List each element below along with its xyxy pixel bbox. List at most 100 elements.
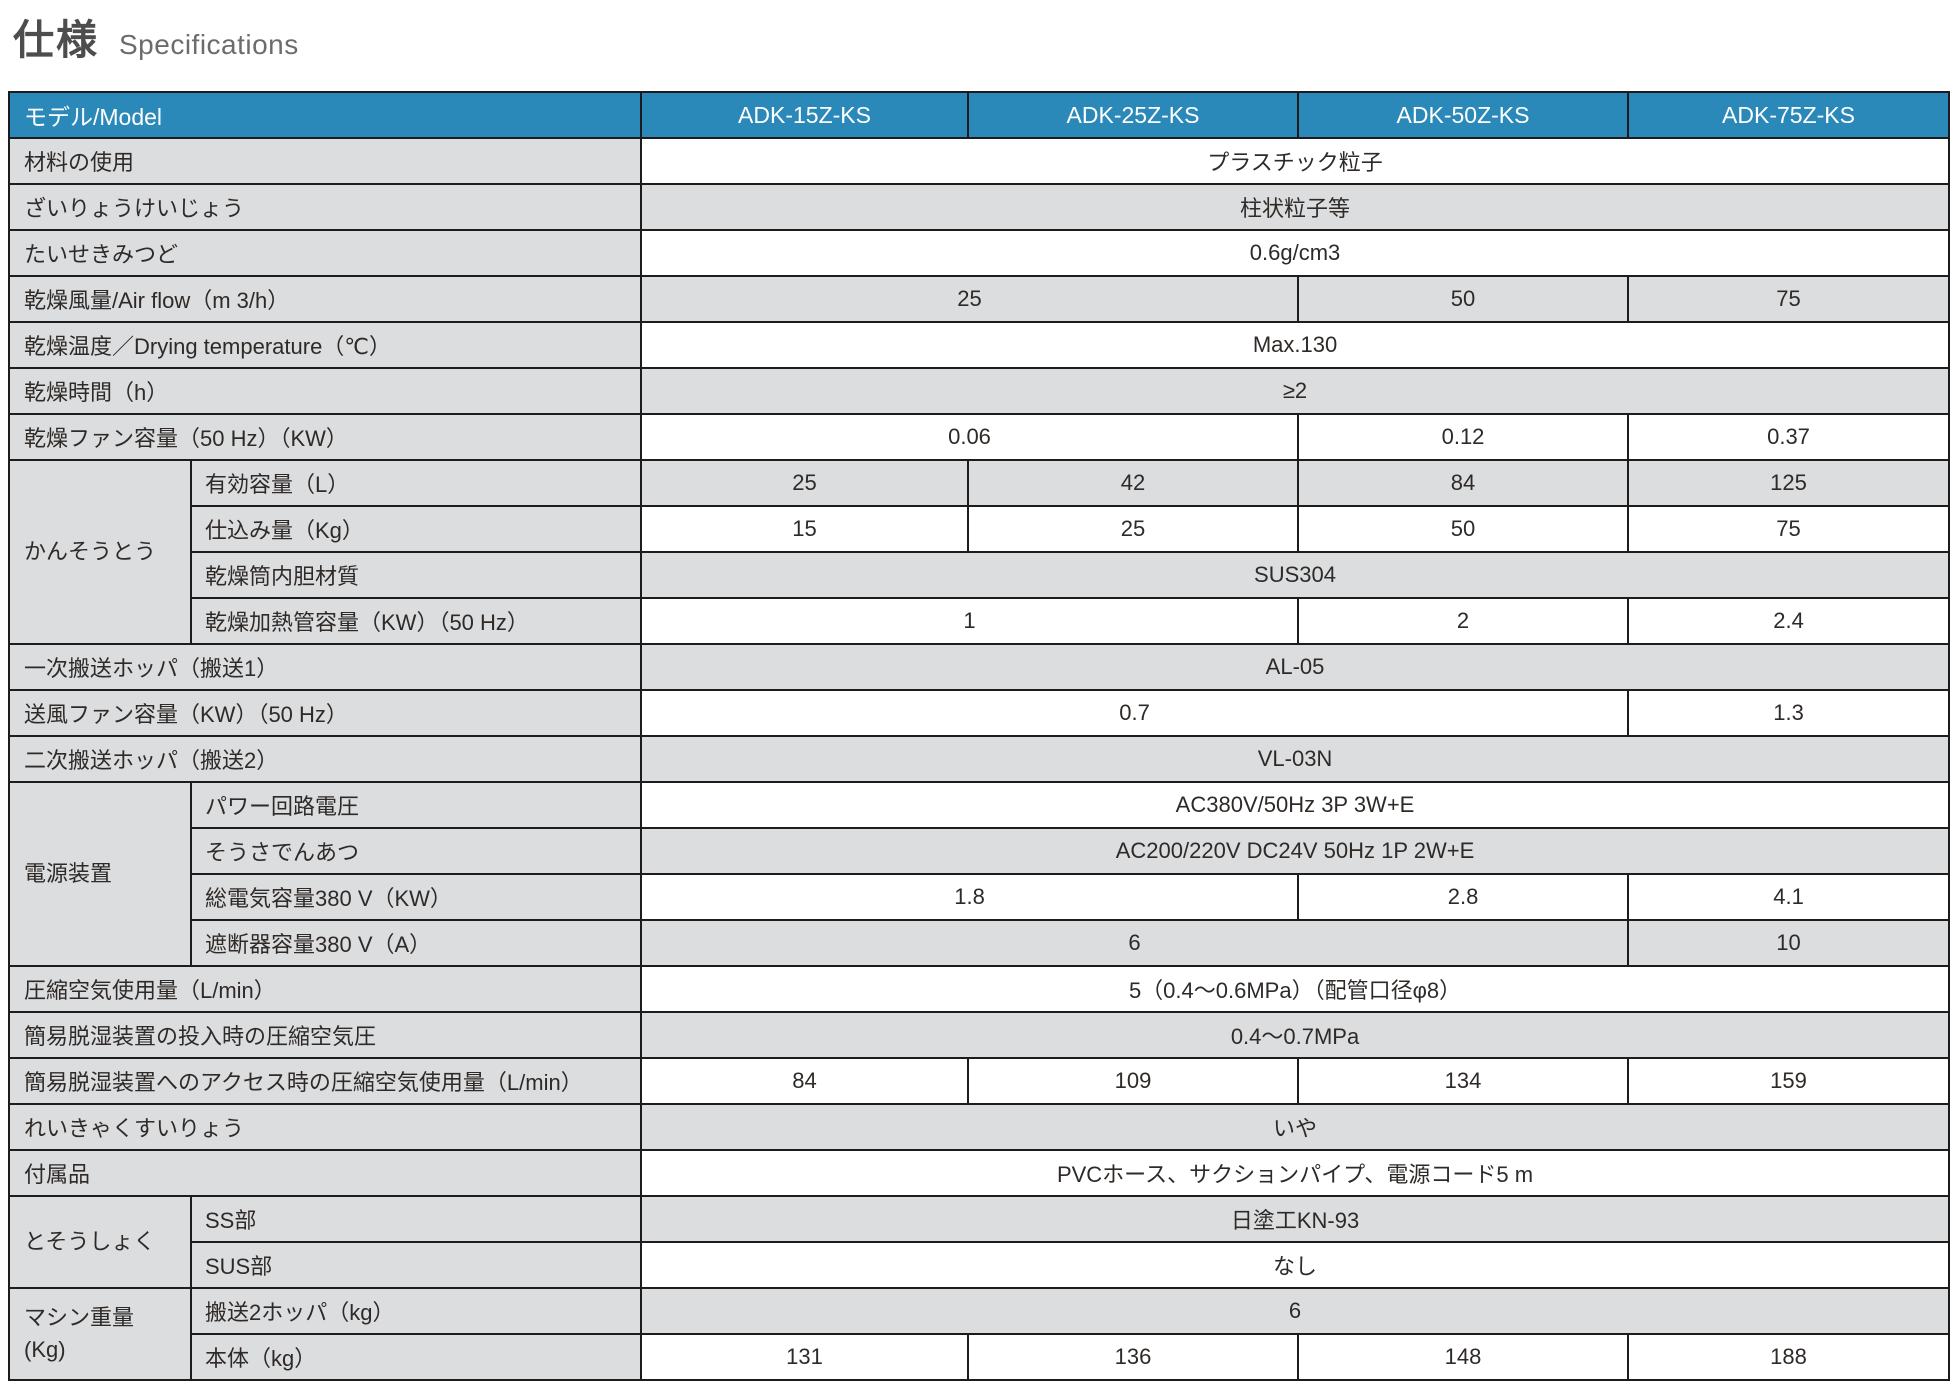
- group-label: マシン重量 (Kg): [8, 1287, 192, 1381]
- value-cell: 75: [1627, 505, 1951, 553]
- group-label: 電源装置: [8, 781, 192, 967]
- table-row: 乾燥時間（h） ≥2: [7, 367, 1951, 415]
- table-row: かんそうとう 有効容量（L） 25 42 84 125: [8, 459, 1951, 645]
- row-label: 乾燥ファン容量（50 Hz）（KW）: [7, 413, 643, 461]
- sub-label: そうさでんあつ: [189, 827, 643, 875]
- row-label: 乾燥風量/Air flow（m 3/h）: [7, 275, 643, 323]
- table-row: 簡易脱湿装置へのアクセス時の圧縮空気使用量（L/min） 84 109 134 159: [7, 1057, 1951, 1105]
- table-row: マシン重量 (Kg) 搬送2ホッパ（kg） 6: [8, 1287, 1951, 1381]
- table-row: たいせきみつど 0.6g/cm3: [7, 229, 1951, 277]
- specifications-table: モデル/Model ADK-15Z-KS ADK-25Z-KS ADK-50Z-KS…: [7, 91, 1951, 1381]
- row-label: 乾燥温度／Drying temperature（℃）: [7, 321, 643, 369]
- table-row: 付属品 PVCホース、サクションパイプ、電源コード5 m: [7, 1149, 1951, 1197]
- value-cell: 84: [1297, 459, 1630, 507]
- row-label: 簡易脱湿装置の投入時の圧縮空気圧: [7, 1011, 643, 1059]
- sub-label: パワー回路電圧: [189, 781, 643, 829]
- row-label: 乾燥時間（h）: [7, 367, 643, 415]
- value-cell: なし: [640, 1241, 1951, 1289]
- table-row: 乾燥ファン容量（50 Hz）（KW） 0.06 0.12 0.37: [7, 413, 1951, 461]
- value-cell: 2.8: [1297, 873, 1630, 921]
- table-row: とそうしょく SS部 日塗工KN-93: [8, 1195, 1951, 1289]
- sub-label: 本体（kg）: [189, 1333, 643, 1381]
- value-cell: 2.4: [1627, 597, 1951, 645]
- value-cell: 131: [640, 1333, 970, 1381]
- model-header: ADK-15Z-KS: [640, 91, 970, 139]
- value-cell: いや: [640, 1103, 1951, 1151]
- table-row: 乾燥筒内胆材質 SUS304: [9, 551, 1951, 599]
- value-cell: 6: [640, 1287, 1951, 1335]
- table-row: 乾燥加熱管容量（KW）（50 Hz） 1 2 2.4: [9, 597, 1951, 645]
- row-label: 送風ファン容量（KW）（50 Hz）: [7, 689, 643, 737]
- page-title: 仕様 Specifications: [13, 6, 299, 66]
- value-cell: 75: [1627, 275, 1951, 323]
- table-row: 仕込み量（Kg） 15 25 50 75: [9, 505, 1951, 553]
- sub-label: 総電気容量380 V（KW）: [189, 873, 643, 921]
- value-cell: 5（0.4〜0.6MPa）（配管口径φ8）: [640, 965, 1951, 1013]
- table-row: 簡易脱湿装置の投入時の圧縮空気圧 0.4〜0.7MPa: [7, 1011, 1951, 1059]
- value-cell: 125: [1627, 459, 1951, 507]
- sub-label: 搬送2ホッパ（kg）: [189, 1287, 643, 1335]
- value-cell: 188: [1627, 1333, 1951, 1381]
- value-cell: 6: [640, 919, 1630, 967]
- value-cell: AC200/220V DC24V 50Hz 1P 2W+E: [640, 827, 1951, 875]
- row-label: 一次搬送ホッパ（搬送1）: [7, 643, 643, 691]
- value-cell: 136: [967, 1333, 1300, 1381]
- value-cell: 159: [1627, 1057, 1951, 1105]
- table-row: 総電気容量380 V（KW） 1.8 2.8 4.1: [9, 873, 1951, 921]
- table-row: 乾燥風量/Air flow（m 3/h） 25 50 75: [7, 275, 1951, 323]
- sub-label: 有効容量（L）: [189, 459, 643, 507]
- row-label: 二次搬送ホッパ（搬送2）: [7, 735, 643, 783]
- value-cell: 0.37: [1627, 413, 1951, 461]
- table-row: 送風ファン容量（KW）（50 Hz） 0.7 1.3: [7, 689, 1951, 737]
- value-cell: 0.7: [640, 689, 1630, 737]
- table-row: そうさでんあつ AC200/220V DC24V 50Hz 1P 2W+E: [9, 827, 1951, 875]
- value-cell: 0.06: [640, 413, 1300, 461]
- sub-label: 遮断器容量380 V（A）: [189, 919, 643, 967]
- value-cell: AC380V/50Hz 3P 3W+E: [640, 781, 1951, 829]
- row-label: 簡易脱湿装置へのアクセス時の圧縮空気使用量（L/min）: [7, 1057, 643, 1105]
- value-cell: 148: [1297, 1333, 1630, 1381]
- value-cell: 50: [1297, 275, 1630, 323]
- table-row: 電源装置 パワー回路電圧 AC380V/50Hz 3P 3W+E: [8, 781, 1951, 967]
- value-cell: 84: [640, 1057, 970, 1105]
- value-cell: VL-03N: [640, 735, 1951, 783]
- row-label: れいきゃくすいりょう: [7, 1103, 643, 1151]
- table-row: 材料の使用 プラスチック粒子: [7, 137, 1951, 185]
- table-row: 本体（kg） 131 136 148 188: [9, 1333, 1951, 1381]
- sub-label: SUS部: [189, 1241, 643, 1289]
- value-cell: 25: [640, 275, 1300, 323]
- table-row: 二次搬送ホッパ（搬送2） VL-03N: [7, 735, 1951, 783]
- value-cell: 柱状粒子等: [640, 183, 1951, 231]
- value-cell: 1.3: [1627, 689, 1951, 737]
- table-row: 遮断器容量380 V（A） 6 10: [9, 919, 1951, 967]
- value-cell: ≥2: [640, 367, 1951, 415]
- value-cell: 25: [640, 459, 970, 507]
- value-cell: 50: [1297, 505, 1630, 553]
- row-label: ざいりょうけいじょう: [7, 183, 643, 231]
- value-cell: Max.130: [640, 321, 1951, 369]
- value-cell: 0.6g/cm3: [640, 229, 1951, 277]
- value-cell: 1: [640, 597, 1300, 645]
- value-cell: 134: [1297, 1057, 1630, 1105]
- value-cell: 25: [967, 505, 1300, 553]
- row-label: 付属品: [7, 1149, 643, 1197]
- model-header: ADK-50Z-KS: [1297, 91, 1630, 139]
- value-cell: PVCホース、サクションパイプ、電源コード5 m: [640, 1149, 1951, 1197]
- table-row: ざいりょうけいじょう 柱状粒子等: [7, 183, 1951, 231]
- value-cell: 日塗工KN-93: [640, 1195, 1951, 1243]
- table-row: れいきゃくすいりょう いや: [7, 1103, 1951, 1151]
- value-cell: 0.4〜0.7MPa: [640, 1011, 1951, 1059]
- value-cell: 1.8: [640, 873, 1300, 921]
- value-cell: 2: [1297, 597, 1630, 645]
- value-cell: 109: [967, 1057, 1300, 1105]
- page: 仕様 Specifications モデル/Model ADK-15Z-KS AD…: [7, 6, 1951, 1381]
- page-title-jp: 仕様: [13, 17, 99, 63]
- table-row: 一次搬送ホッパ（搬送1） AL-05: [7, 643, 1951, 691]
- group-label: かんそうとう: [8, 459, 192, 645]
- value-cell: 42: [967, 459, 1300, 507]
- row-label: たいせきみつど: [7, 229, 643, 277]
- corner-header: モデル/Model: [7, 91, 643, 139]
- table-row: 乾燥温度／Drying temperature（℃） Max.130: [7, 321, 1951, 369]
- page-title-en: Specifications: [119, 29, 299, 60]
- value-cell: 10: [1627, 919, 1951, 967]
